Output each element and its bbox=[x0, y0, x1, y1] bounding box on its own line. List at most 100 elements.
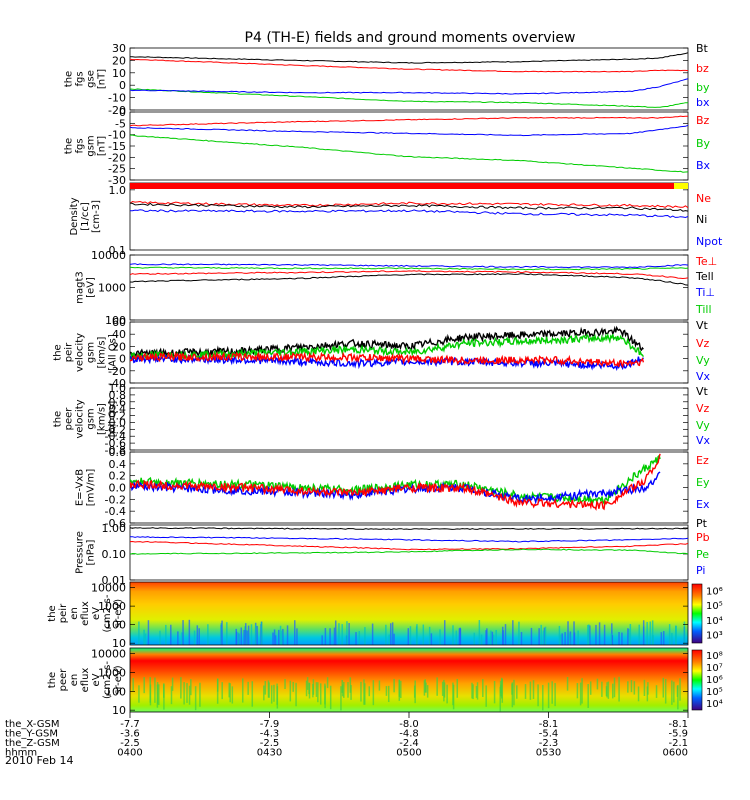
y-axis-label: eV bbox=[91, 673, 102, 686]
series-line-Pe bbox=[130, 548, 688, 555]
y-axis-label: eflux bbox=[80, 668, 91, 693]
y-axis-label: [1/cc] bbox=[80, 202, 91, 231]
x-tick-label: -4.8 bbox=[399, 729, 419, 740]
y-tick-label: -20 bbox=[108, 365, 126, 378]
colorbar-tick-label: 10⁴ bbox=[706, 699, 723, 710]
x-tick-label: -2.1 bbox=[668, 738, 688, 749]
spectrogram-image bbox=[130, 648, 688, 712]
panel-frame bbox=[129, 111, 689, 181]
y-axis-label: Density bbox=[69, 197, 80, 235]
x-tick-label: -5.9 bbox=[668, 729, 688, 740]
y-tick-label: 0.2 bbox=[109, 470, 127, 483]
y-tick-label: 0.0 bbox=[109, 482, 127, 495]
y-axis-label: (cm2-s- bbox=[102, 661, 113, 699]
legend-entry: Vx bbox=[696, 434, 711, 447]
y-tick-label: 0 bbox=[119, 106, 126, 119]
colorbar bbox=[691, 583, 703, 644]
y-tick-label: -0.2 bbox=[105, 423, 126, 436]
y-axis-label: magt3 bbox=[75, 271, 86, 304]
y-tick-label: 20 bbox=[112, 340, 126, 353]
legend-entry: Bx bbox=[696, 159, 711, 172]
x-tick-label: -2.3 bbox=[539, 738, 559, 749]
y-tick-label: 60 bbox=[112, 316, 126, 329]
legend-entry: Vy bbox=[696, 354, 710, 367]
y-tick-label: 0.0 bbox=[109, 416, 127, 429]
y-tick-label: -0.8 bbox=[105, 444, 126, 457]
legend-entry: Bt bbox=[696, 42, 709, 55]
y-axis-label: the bbox=[64, 138, 75, 154]
colorbar-tick-label: 10⁶ bbox=[706, 675, 723, 686]
panel-density: 1.0 0.1 Density [1/cc] [cm-3] Ne Ni Npot bbox=[69, 182, 723, 257]
x-tick-label: 0600 bbox=[663, 748, 688, 759]
x-tick-label: 0530 bbox=[536, 748, 561, 759]
y-tick-label: 0 bbox=[119, 79, 126, 92]
x-tick-label: -5.4 bbox=[539, 729, 559, 740]
y-tick-label: 10 bbox=[112, 637, 126, 650]
y-tick-label: 0.6 bbox=[109, 396, 127, 409]
y-tick-label: 0.8 bbox=[109, 389, 127, 402]
y-tick-label: 1000 bbox=[98, 667, 126, 680]
legend-entry: Vx bbox=[696, 370, 711, 383]
y-axis-label: sr-eV) bbox=[113, 599, 124, 628]
y-tick-label: 1.00 bbox=[102, 522, 127, 535]
y-tick-label: 0.01 bbox=[102, 574, 127, 587]
y-tick-label: 0 bbox=[119, 353, 126, 366]
y-axis-label: peir bbox=[64, 342, 75, 362]
legend-entry: Pe bbox=[696, 548, 709, 561]
series-line-Pt bbox=[130, 527, 688, 531]
series-line-Tell bbox=[130, 273, 688, 286]
y-axis-label: gsm bbox=[86, 135, 97, 156]
y-tick-label: -5 bbox=[115, 117, 126, 130]
legend-entry: Bz bbox=[696, 114, 710, 127]
y-tick-label: -10 bbox=[108, 92, 126, 105]
y-axis-label: peer bbox=[64, 407, 75, 431]
legend-entry: Vz bbox=[696, 402, 710, 415]
series-line-bx bbox=[130, 78, 688, 95]
panel-temperature: 10000 1000 100 magt3 [eV] Te⊥ Tell Ti⊥ Till bbox=[75, 249, 718, 327]
y-tick-label: 10 bbox=[112, 704, 126, 717]
y-axis-label: velocity bbox=[75, 399, 86, 438]
y-axis-label: eV bbox=[91, 607, 102, 620]
panel-frame bbox=[129, 387, 689, 451]
legend-entry: Vt bbox=[696, 319, 709, 332]
series-line-Ne bbox=[130, 200, 688, 209]
y-axis-label: Pressure bbox=[75, 531, 86, 574]
y-axis-label: [mV/m] bbox=[86, 469, 97, 507]
y-axis-label: en bbox=[69, 607, 80, 620]
series-line-Till bbox=[130, 266, 688, 271]
legend-entry: bz bbox=[696, 62, 709, 75]
colorbar-tick-label: 10⁴ bbox=[706, 616, 723, 627]
series-line-Ti⊥ bbox=[130, 263, 688, 269]
series-line-Pb bbox=[130, 540, 688, 551]
colorbar-tick-label: 10⁷ bbox=[706, 663, 723, 674]
x-tick-label: -8.0 bbox=[399, 719, 419, 730]
y-axis-label: the bbox=[64, 71, 75, 87]
legend-entry: Ey bbox=[696, 476, 710, 489]
x-axis-row-label: the_X-GSM bbox=[5, 719, 59, 730]
series-line-Te⊥ bbox=[130, 270, 688, 280]
y-tick-label: -0.4 bbox=[105, 430, 126, 443]
y-tick-label: -0.4 bbox=[105, 505, 126, 518]
series-line-Bx bbox=[130, 124, 688, 137]
x-tick-label: -7.9 bbox=[260, 719, 280, 730]
x-axis-row-label: the_Z-GSM bbox=[5, 738, 60, 749]
series-line-Pi bbox=[130, 536, 688, 543]
legend-entry: Te⊥ bbox=[695, 255, 717, 268]
series-line-Npot bbox=[130, 209, 688, 219]
y-axis-label: fgs bbox=[75, 138, 86, 153]
panel-frame bbox=[129, 524, 689, 581]
date-label: 2010 Feb 14 bbox=[5, 754, 73, 767]
y-tick-label: -25 bbox=[108, 163, 126, 176]
y-tick-label: -10 bbox=[108, 129, 126, 142]
y-axis-label: E=-VxB bbox=[75, 469, 86, 506]
y-tick-label: -20 bbox=[108, 104, 126, 117]
legend-entry: Ti⊥ bbox=[695, 286, 715, 299]
y-axis-label: gsm bbox=[86, 408, 97, 429]
legend-entry: by bbox=[696, 81, 710, 94]
x-tick-label: -2.5 bbox=[120, 738, 140, 749]
